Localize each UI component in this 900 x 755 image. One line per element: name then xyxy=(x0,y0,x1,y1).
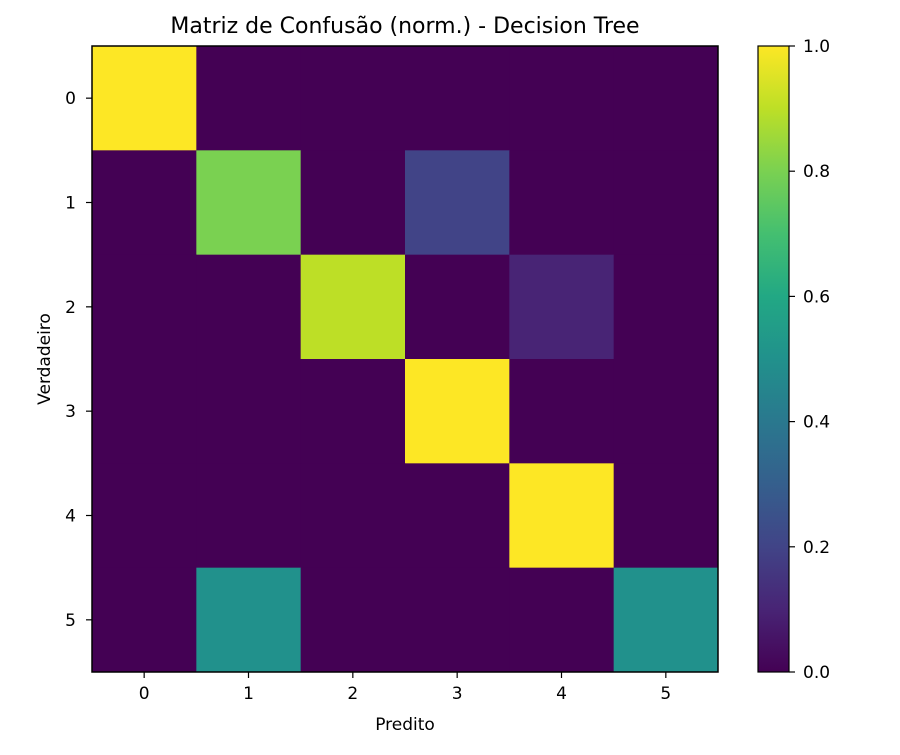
colorbar-tick-label: 0.0 xyxy=(803,663,830,683)
y-tick-label: 3 xyxy=(65,402,76,422)
x-tick-label: 0 xyxy=(139,684,150,704)
y-tick-label: 4 xyxy=(65,507,76,527)
heatmap-cell xyxy=(405,150,510,256)
heatmap-cell xyxy=(405,463,510,569)
heatmap-cell xyxy=(613,254,719,360)
heatmap-cell xyxy=(405,46,510,151)
plot-frame xyxy=(91,45,719,673)
x-axis-label: Predito xyxy=(375,715,435,735)
heatmap-cell xyxy=(92,463,197,569)
heatmap-cell xyxy=(196,567,302,673)
heatmap-cell xyxy=(92,46,197,151)
colorbar xyxy=(757,45,790,673)
heatmap-cell xyxy=(300,150,406,256)
heatmap-cell xyxy=(196,150,302,256)
heatmap-cell xyxy=(613,150,719,256)
heatmap-cell xyxy=(196,254,302,360)
y-axis-label: Verdadeiro xyxy=(35,313,55,405)
colorbar-tick-label: 0.2 xyxy=(803,538,830,558)
heatmap-cell xyxy=(92,359,197,464)
colorbar-ticks: 0.0 0.2 0.4 0.6 0.8 1.0 xyxy=(789,37,830,683)
colorbar-tick-label: 0.8 xyxy=(803,162,830,182)
heatmap-cell xyxy=(92,254,197,360)
heatmap-cell xyxy=(300,359,406,464)
y-tick-label: 2 xyxy=(65,298,76,318)
heatmap-cell xyxy=(300,567,406,673)
x-tick-label: 4 xyxy=(556,684,567,704)
heatmap-cell xyxy=(300,463,406,569)
heatmap-cell xyxy=(405,567,510,673)
x-tick-label: 3 xyxy=(452,684,463,704)
heatmap-cell xyxy=(92,150,197,256)
heatmap-cell xyxy=(509,567,615,673)
heatmap-cell xyxy=(613,463,719,569)
heatmap-cell xyxy=(509,150,615,256)
heatmap-cells xyxy=(92,46,719,673)
y-tick-label: 5 xyxy=(65,611,76,631)
y-tick-label: 1 xyxy=(65,194,76,214)
y-axis-ticks: 0 1 2 3 4 5 xyxy=(65,89,92,631)
heatmap-cell xyxy=(196,46,302,151)
colorbar-tick-label: 0.6 xyxy=(803,287,830,307)
heatmap-cell xyxy=(405,254,510,360)
heatmap-cell xyxy=(613,359,719,464)
heatmap-cell xyxy=(92,567,197,673)
heatmap-cell xyxy=(613,46,719,151)
x-axis-ticks: 0 1 2 3 4 5 xyxy=(139,672,671,704)
x-tick-label: 5 xyxy=(660,684,671,704)
heatmap-cell xyxy=(509,463,615,569)
heatmap-cell xyxy=(196,359,302,464)
heatmap-cell xyxy=(509,46,615,151)
heatmap-cell xyxy=(509,359,615,464)
heatmap-cell xyxy=(613,567,719,673)
heatmap-cell xyxy=(196,463,302,569)
heatmap-cell xyxy=(300,46,406,151)
heatmap-cell xyxy=(509,254,615,360)
y-tick-label: 0 xyxy=(65,89,76,109)
colorbar-tick-label: 1.0 xyxy=(803,37,830,57)
heatmap-cell xyxy=(405,359,510,464)
x-tick-label: 2 xyxy=(347,684,358,704)
chart-title: Matriz de Confusão (norm.) - Decision Tr… xyxy=(170,14,639,39)
colorbar-tick-label: 0.4 xyxy=(803,413,830,433)
heatmap-cell xyxy=(300,254,406,360)
x-tick-label: 1 xyxy=(243,684,254,704)
